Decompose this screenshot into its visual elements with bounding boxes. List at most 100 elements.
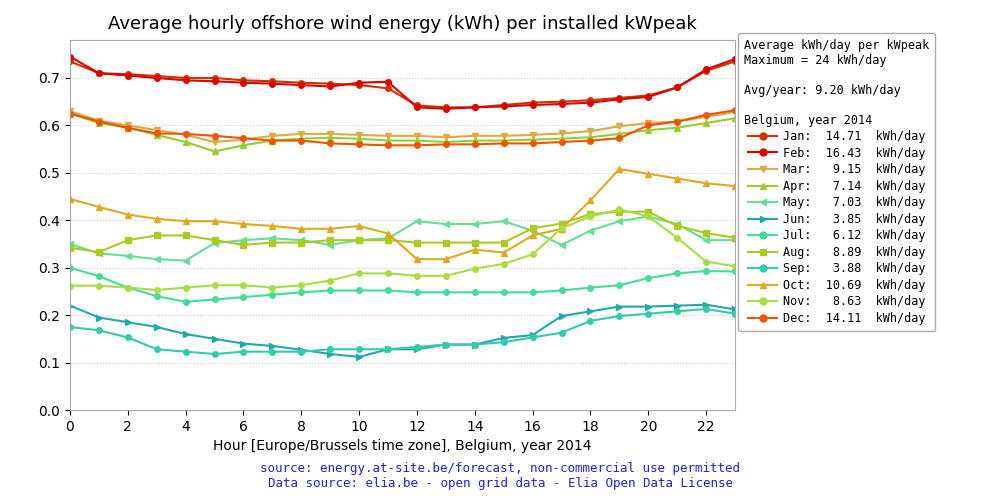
Dec: [209, 133, 221, 139]
May: [527, 228, 539, 234]
Mar: [642, 120, 654, 126]
Apr: [469, 138, 481, 143]
Aug: [671, 223, 683, 229]
Jan: [498, 102, 510, 108]
May: [642, 214, 654, 220]
Nov: [93, 282, 105, 288]
Dec: [498, 140, 510, 146]
Jul: [237, 294, 249, 300]
Nov: [584, 214, 596, 220]
Jan: [440, 104, 452, 110]
May: [237, 237, 249, 243]
Jan: [93, 70, 105, 76]
Jan: [237, 78, 249, 84]
Jul: [527, 290, 539, 296]
Jun: [382, 346, 394, 352]
Feb: [93, 70, 105, 76]
Dec: [411, 142, 423, 148]
Feb: [729, 56, 741, 62]
May: [671, 221, 683, 227]
Apr: [498, 138, 510, 143]
Aug: [613, 208, 625, 214]
Jul: [295, 290, 307, 296]
May: [729, 237, 741, 243]
May: [353, 237, 365, 243]
Aug: [498, 240, 510, 246]
Feb: [266, 80, 278, 86]
Jul: [700, 268, 712, 274]
Jan: [295, 80, 307, 86]
Aug: [237, 242, 249, 248]
Sep: [209, 351, 221, 357]
Apr: [440, 139, 452, 145]
Sep: [642, 310, 654, 316]
Jul: [180, 299, 192, 305]
Jun: [237, 340, 249, 346]
Feb: [584, 100, 596, 105]
Dec: [93, 118, 105, 124]
Feb: [613, 96, 625, 102]
Jun: [93, 314, 105, 320]
Oct: [237, 221, 249, 227]
Aug: [295, 240, 307, 246]
Apr: [237, 142, 249, 148]
May: [151, 256, 163, 262]
Nov: [180, 284, 192, 290]
Jul: [440, 290, 452, 296]
Mar: [700, 114, 712, 120]
Dec: [324, 140, 336, 146]
X-axis label: Hour [Europe/Brussels time zone], Belgium, year 2014: Hour [Europe/Brussels time zone], Belgiu…: [213, 440, 592, 454]
Dec: [700, 112, 712, 118]
Sep: [122, 334, 134, 340]
Dec: [527, 140, 539, 146]
Mar: [237, 136, 249, 142]
Dec: [729, 107, 741, 113]
May: [584, 228, 596, 234]
Aug: [729, 235, 741, 241]
Jun: [584, 308, 596, 314]
Apr: [642, 127, 654, 133]
May: [324, 242, 336, 248]
Nov: [556, 226, 568, 232]
Feb: [382, 78, 394, 84]
May: [700, 237, 712, 243]
Feb: [642, 94, 654, 100]
Sep: [64, 324, 76, 330]
Jan: [613, 95, 625, 101]
May: [180, 258, 192, 264]
Aug: [64, 245, 76, 251]
Nov: [642, 214, 654, 220]
Mar: [93, 118, 105, 124]
Nov: [266, 284, 278, 290]
Line: Jan: Jan: [67, 58, 738, 110]
Mar: [729, 109, 741, 115]
Jun: [440, 342, 452, 347]
Jan: [180, 75, 192, 81]
Jun: [266, 343, 278, 349]
Feb: [64, 54, 76, 60]
Line: Mar: Mar: [67, 108, 738, 145]
May: [295, 237, 307, 243]
Apr: [382, 138, 394, 143]
Dec: [122, 125, 134, 131]
Jan: [700, 68, 712, 74]
Mar: [556, 130, 568, 136]
Jan: [324, 80, 336, 86]
Mar: [353, 132, 365, 138]
Line: Aug: Aug: [67, 209, 738, 255]
May: [469, 221, 481, 227]
Mar: [122, 122, 134, 128]
Mar: [527, 132, 539, 138]
Mar: [295, 131, 307, 137]
Mar: [64, 108, 76, 114]
Nov: [498, 261, 510, 267]
Nov: [209, 282, 221, 288]
Apr: [527, 136, 539, 142]
Line: Nov: Nov: [67, 206, 738, 293]
Sep: [584, 318, 596, 324]
Jun: [498, 335, 510, 341]
Aug: [180, 232, 192, 238]
Jun: [295, 347, 307, 353]
Nov: [353, 270, 365, 276]
Aug: [584, 211, 596, 217]
